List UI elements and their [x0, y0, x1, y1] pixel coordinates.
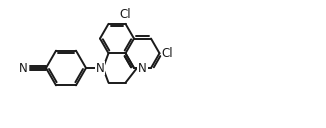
Text: N: N: [96, 61, 104, 74]
Text: N: N: [138, 61, 147, 74]
Text: Cl: Cl: [120, 8, 131, 21]
Text: N: N: [19, 61, 28, 74]
Text: Cl: Cl: [161, 47, 173, 60]
